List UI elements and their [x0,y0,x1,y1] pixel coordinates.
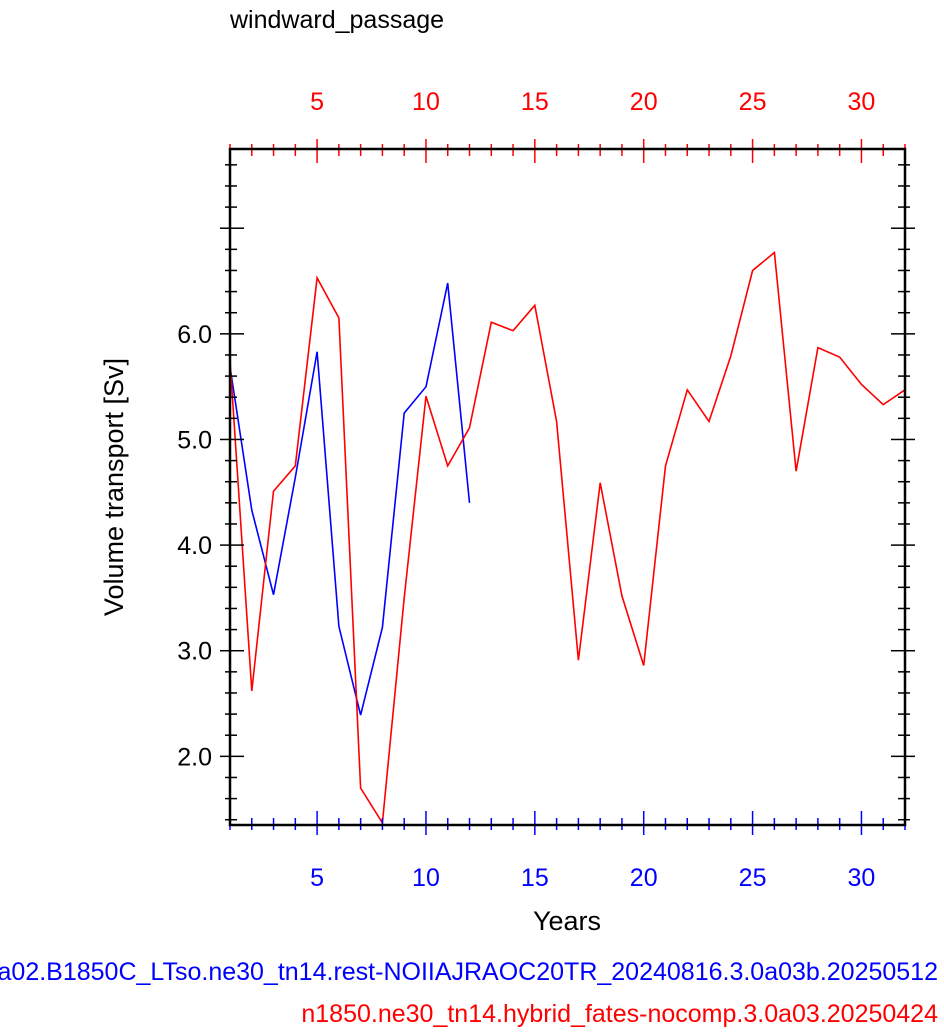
ticks-layer: 5 10 15 20 25 30 5 10 15 20 25 30 2.0 3.0 4.0 5.0 6.0 [177,88,915,892]
x-top-tick-label: 20 [630,88,658,116]
x-bottom-tick-label: 15 [521,864,549,892]
y-axis-title: Volume transport [Sv] [99,358,129,616]
y-tick-label: 3.0 [177,638,212,666]
series-line-2 [229,250,906,826]
x-bottom-tick-label: 25 [739,864,767,892]
x-bottom-tick-label: 5 [310,864,324,892]
x-bottom-tick-label: 30 [848,864,876,892]
y-tick-label: 6.0 [177,321,212,349]
x-axis-title: Years [533,906,601,936]
x-top-tick-label: 25 [739,88,767,116]
legend-line-blue: b.e30_beta02.B1850C_LTso.ne30_tn14.rest-… [0,958,938,986]
chart-title: windward_passage [229,6,444,34]
series-layer [229,250,906,826]
x-bottom-tick-label: 10 [412,864,440,892]
y-tick-label: 5.0 [177,426,212,454]
plot-frame [228,147,907,827]
x-bottom-tick-label: 20 [630,864,658,892]
x-top-tick-label: 30 [848,88,876,116]
x-top-tick-label: 15 [521,88,549,116]
x-top-tick-label: 10 [412,88,440,116]
y-tick-label: 2.0 [177,743,212,771]
y-tick-label: 4.0 [177,532,212,560]
x-top-tick-label: 5 [310,88,324,116]
legend-line-red: n1850.ne30_tn14.hybrid_fates-nocomp.3.0a… [301,1000,938,1028]
series-line-1 [229,282,471,716]
